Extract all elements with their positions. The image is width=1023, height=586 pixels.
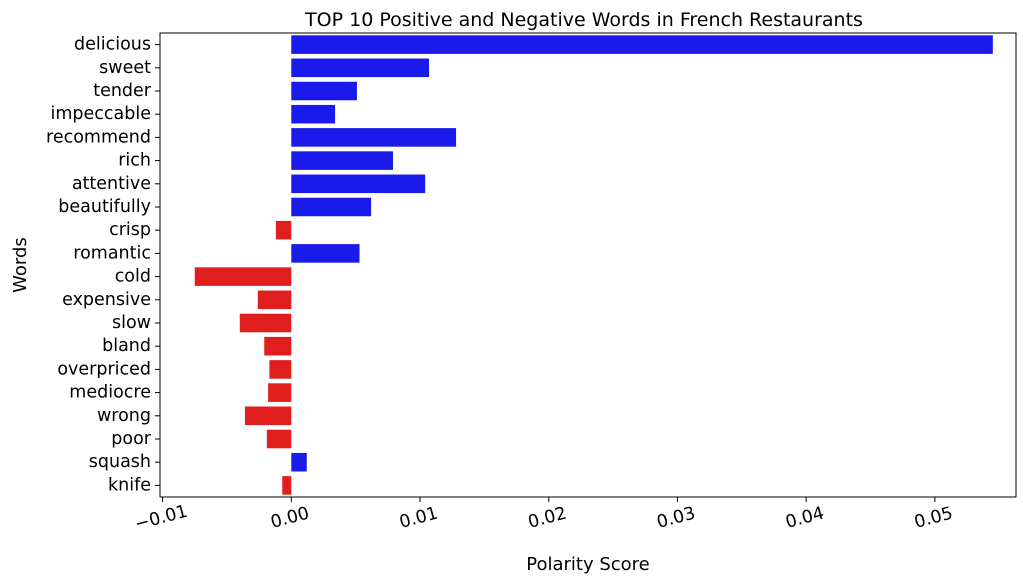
x-tick-label: 0.03: [655, 503, 698, 532]
x-tick-label: 0.01: [397, 503, 440, 532]
y-tick-label: cold: [115, 267, 151, 287]
plot-frame: [159, 32, 1017, 498]
bar-mediocre: [268, 383, 292, 402]
bar-impeccable: [291, 104, 336, 124]
y-tick-label: crisp: [109, 220, 151, 240]
y-tick-label: impeccable: [51, 104, 152, 124]
y-tick-label: recommend: [46, 127, 151, 147]
bar-squash: [291, 452, 307, 472]
x-tick-label: 0.00: [269, 503, 312, 532]
x-tick-label: 0.05: [912, 503, 955, 532]
chart-title: TOP 10 Positive and Negative Words in Fr…: [304, 9, 863, 31]
bar-poor: [266, 429, 292, 449]
y-tick-label: knife: [108, 475, 151, 495]
y-tick-label: beautifully: [58, 197, 151, 217]
y-tick-label: overpriced: [57, 359, 151, 379]
y-tick-label: poor: [111, 429, 152, 449]
y-tick-label: wrong: [97, 406, 151, 426]
bar-bland: [264, 336, 292, 356]
y-tick-label: sweet: [99, 58, 151, 78]
bar-attentive: [291, 174, 426, 194]
y-tick-label: mediocre: [69, 383, 151, 403]
y-tick-label: tender: [93, 81, 152, 101]
y-tick-label: squash: [89, 452, 151, 472]
bar-sweet: [291, 58, 430, 78]
bars-layer: [194, 35, 993, 495]
x-axis-label: Polarity Score: [526, 554, 650, 575]
bar-overpriced: [269, 360, 292, 379]
y-tick-label: expensive: [62, 290, 151, 310]
y-tick-label: romantic: [73, 243, 151, 263]
bar-beautifully: [291, 197, 372, 217]
y-tick-label: bland: [102, 336, 151, 356]
bar-recommend: [291, 128, 457, 147]
y-tick-label: attentive: [72, 174, 151, 194]
bar-rich: [291, 151, 393, 170]
y-tick-label: slow: [112, 313, 151, 333]
bar-wrong: [244, 406, 292, 426]
bar-expensive: [257, 290, 292, 310]
bar-tender: [291, 81, 357, 101]
x-tick-label: 0.02: [526, 503, 569, 532]
bar-knife: [282, 476, 292, 495]
bar-delicious: [291, 35, 993, 54]
bar-crisp: [275, 220, 292, 240]
y-tick-label: delicious: [74, 35, 151, 55]
x-tick-label: −0.01: [133, 502, 190, 535]
bar-slow: [239, 313, 292, 333]
x-axis-ticks: −0.01 0.00 0.01 0.02 0.03 0.04 0.05: [133, 497, 955, 535]
x-tick-label: 0.04: [783, 503, 826, 532]
bar-cold: [194, 267, 292, 286]
bar-romantic: [291, 244, 360, 263]
y-tick-label: rich: [118, 151, 151, 171]
y-axis-ticks: delicious sweet tender impeccable recommend r…: [46, 35, 160, 495]
y-axis-label: Words: [10, 237, 31, 293]
